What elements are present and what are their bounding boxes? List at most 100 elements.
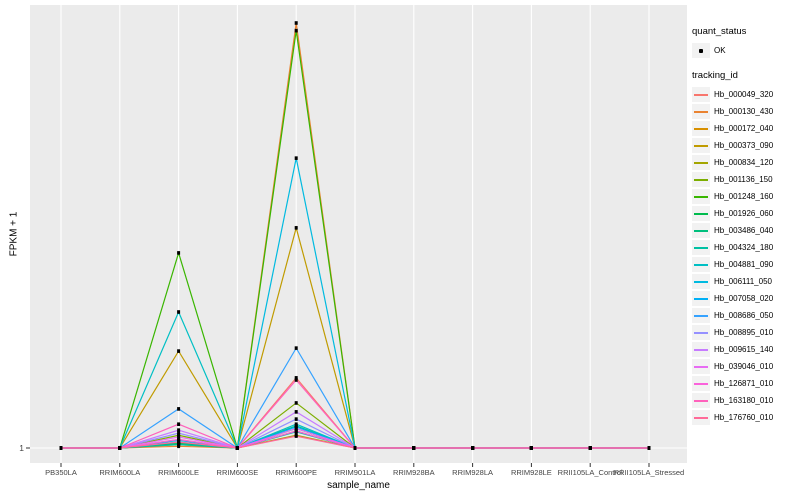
legend-entry-Hb_008895_010[interactable]: Hb_008895_010 <box>692 325 798 340</box>
legend-entry-label: Hb_004881_090 <box>714 260 774 269</box>
legend-entry-label: Hb_163180_010 <box>714 396 774 405</box>
x-tick-label: RRII105LA_Stressed <box>613 468 685 477</box>
legend-title-tracking-id: tracking_id <box>692 70 738 81</box>
x-tick-label: RRIM928LA <box>452 468 494 477</box>
data-point <box>59 446 63 450</box>
x-tick-label: RRIM600SE <box>216 468 259 477</box>
y-tick-label: 1 <box>19 443 24 453</box>
data-point <box>177 428 181 432</box>
legend-line-swatch <box>694 195 708 198</box>
legend-line-swatch <box>694 161 708 164</box>
legend-entry-Hb_039046_010[interactable]: Hb_039046_010 <box>692 359 798 374</box>
legend-entry-label: Hb_000130_430 <box>714 107 774 116</box>
legend-entry-label: Hb_007058_020 <box>714 294 774 303</box>
legend-entry-Hb_126871_010[interactable]: Hb_126871_010 <box>692 376 798 391</box>
data-point <box>294 426 298 431</box>
legend-line-swatch <box>694 399 708 402</box>
data-point <box>177 442 181 447</box>
legend-key-box <box>692 308 710 323</box>
legend-entry-ok[interactable]: OK <box>692 43 798 58</box>
data-point <box>177 407 181 411</box>
data-point <box>294 378 298 382</box>
data-point <box>294 401 298 405</box>
data-point <box>294 346 298 350</box>
legend-entry-Hb_009615_140[interactable]: Hb_009615_140 <box>692 342 798 357</box>
legend-key-box <box>692 342 710 357</box>
legend-entry-label: Hb_001248_160 <box>714 192 774 201</box>
legend-line-swatch <box>694 212 708 215</box>
legend-entry-label: Hb_006111_050 <box>714 277 772 286</box>
data-point <box>294 434 298 438</box>
legend-key-box <box>692 138 710 153</box>
legend-entry-Hb_004881_090[interactable]: Hb_004881_090 <box>692 257 798 272</box>
legend-line-swatch <box>694 331 708 334</box>
legend-tracking-entries: Hb_000049_320 Hb_000130_430 Hb_000172_040 H… <box>692 87 798 425</box>
legend-entry-label: Hb_003486_040 <box>714 226 774 235</box>
legend-key-box <box>692 393 710 408</box>
x-tick-label: RRIM600LA <box>99 468 141 477</box>
legend-entry-Hb_163180_010[interactable]: Hb_163180_010 <box>692 393 798 408</box>
legend-line-swatch <box>694 178 708 181</box>
legend-entry-label: Hb_176760_010 <box>714 413 774 422</box>
legend-entry-Hb_000130_430[interactable]: Hb_000130_430 <box>692 104 798 119</box>
x-tick-label: RRIM928BA <box>392 468 435 477</box>
legend-key-box <box>692 206 710 221</box>
legend-entry-Hb_000172_040[interactable]: Hb_000172_040 <box>692 121 798 136</box>
legend-key-box <box>692 104 710 119</box>
legend-entry-label: Hb_008686_050 <box>714 311 774 320</box>
legend-key-box <box>692 172 710 187</box>
data-point <box>529 446 533 450</box>
data-point <box>647 446 651 450</box>
legend-entry-Hb_006111_050[interactable]: Hb_006111_050 <box>692 274 798 289</box>
legend-entry-Hb_008686_050[interactable]: Hb_008686_050 <box>692 308 798 323</box>
legend-key-box <box>692 240 710 255</box>
legend-entry-label: Hb_000172_040 <box>714 124 774 133</box>
data-point <box>294 410 298 414</box>
legend-key-box <box>692 291 710 306</box>
legend-key-box <box>692 274 710 289</box>
legend-entry-label: Hb_009615_140 <box>714 345 774 354</box>
legend-entry-Hb_001136_150[interactable]: Hb_001136_150 <box>692 172 798 187</box>
legend-title-quant-status: quant_status <box>692 26 747 37</box>
x-tick-label: RRIM901LA <box>334 468 376 477</box>
legend-entry-label: Hb_001926_060 <box>714 209 774 218</box>
data-point <box>118 446 122 450</box>
x-tick-label: RRII105LA_Control <box>557 468 623 477</box>
data-point <box>177 310 181 314</box>
legend-entry-label: Hb_001136_150 <box>714 175 773 184</box>
data-point <box>412 446 416 450</box>
y-axis-title: FPKM + 1 <box>8 211 20 257</box>
legend-entry-Hb_176760_010[interactable]: Hb_176760_010 <box>692 410 798 425</box>
legend-entry-Hb_001926_060[interactable]: Hb_001926_060 <box>692 206 798 221</box>
legend-entry-Hb_003486_040[interactable]: Hb_003486_040 <box>692 223 798 238</box>
data-point <box>294 376 298 380</box>
x-axis-title: sample_name <box>327 480 390 491</box>
legend-key-box <box>692 376 710 391</box>
legend-line-swatch <box>694 348 708 351</box>
data-point <box>471 446 475 450</box>
legend-entry-Hb_004324_180[interactable]: Hb_004324_180 <box>692 240 798 255</box>
legend-entry-Hb_000373_090[interactable]: Hb_000373_090 <box>692 138 798 153</box>
legend-entry-Hb_001248_160[interactable]: Hb_001248_160 <box>692 189 798 204</box>
legend-entry-Hb_000049_320[interactable]: Hb_000049_320 <box>692 87 798 102</box>
legend-entry-Hb_007058_020[interactable]: Hb_007058_020 <box>692 291 798 306</box>
legend-line-swatch <box>694 297 708 300</box>
data-point <box>235 446 239 450</box>
legend-entry-label: Hb_004324_180 <box>714 243 774 252</box>
panel-background <box>30 5 687 463</box>
legend-line-swatch <box>694 365 708 368</box>
legend-entry-label: Hb_000049_320 <box>714 90 774 99</box>
legend-entry-label: Hb_039046_010 <box>714 362 774 371</box>
legend-key-box <box>692 223 710 238</box>
legend-entry-label: Hb_000373_090 <box>714 141 774 150</box>
legend-line-swatch <box>694 127 708 130</box>
legend-key-box <box>692 359 710 374</box>
legend: quant_status OK tracking_id Hb_000049_32… <box>692 26 798 437</box>
legend-entry-Hb_000834_120[interactable]: Hb_000834_120 <box>692 155 798 170</box>
legend-line-swatch <box>694 93 708 96</box>
legend-key-box <box>692 43 710 58</box>
legend-key-box <box>692 189 710 204</box>
point-marker-icon <box>699 48 703 53</box>
